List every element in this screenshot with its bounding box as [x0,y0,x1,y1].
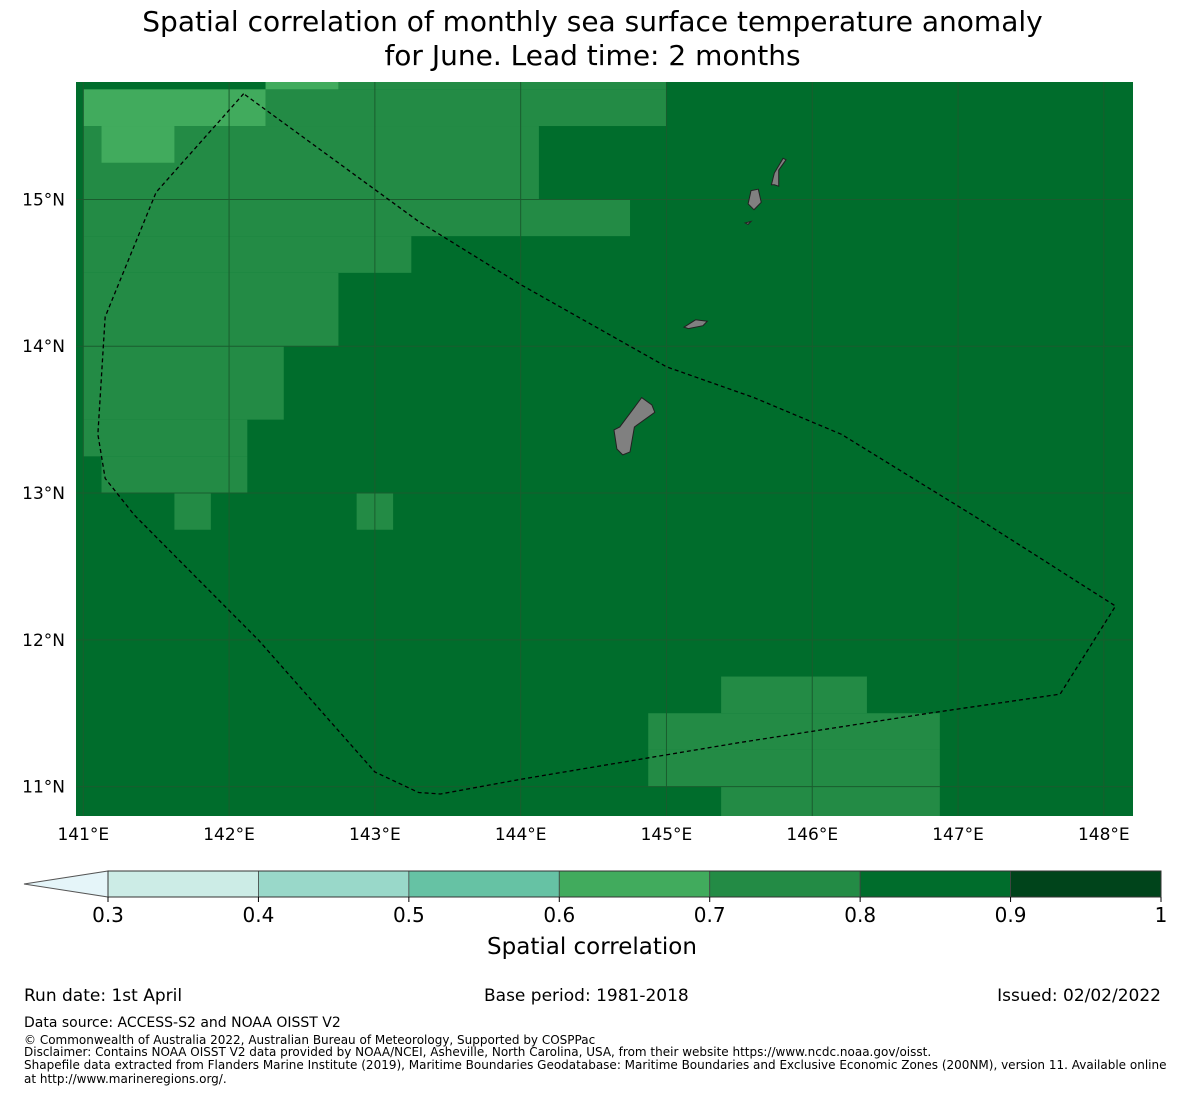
colorbar-segment [1010,870,1162,898]
colorbar-tick-label: 0.3 [92,903,124,927]
correlation-cell-0.7-0.8 [648,749,940,787]
issued-date: Issued: 02/02/2022 [997,986,1161,1006]
colorbar-frame [107,870,1162,898]
colorbar-tick-label: 0.6 [543,903,575,927]
colorbar-tick-label: 0.5 [393,903,425,927]
correlation-cell-0.7-0.8 [83,199,631,237]
eez-boundary [97,93,1117,795]
island-saipan [770,157,787,187]
colorbar-segment [408,870,560,898]
correlation-cell-0.7-0.8 [338,82,667,90]
island-rota [682,319,709,330]
disclaimer: Disclaimer: Contains NOAA OISST V2 data … [24,1045,932,1059]
correlation-cell-0.6-0.7 [265,82,339,90]
colorbar-segment [258,870,410,898]
island-aguijan [743,220,753,226]
colorbar-extend-arrow [23,870,109,898]
colorbar-tick-label: 1 [1155,903,1168,927]
colorbar-tick-label: 0.9 [995,903,1027,927]
correlation-cell-0.7-0.8 [83,236,412,273]
correlation-cell-0.7-0.8 [265,89,667,127]
lat-label: 12°N [22,631,65,651]
colorbar: 0.3 0.4 0.5 0.6 0.7 0.8 0.9 1 Spatial correlati… [23,870,1168,960]
correlation-map: 141°E 142°E 143°E 144°E 145°E 146°E 147°E 148°E… [22,82,1133,845]
colorbar-segment [558,870,711,898]
correlation-cell-0.7-0.8 [721,676,867,714]
shapefile-credit-2: at http://www.marineregions.org/. [24,1072,227,1086]
title-line-1: Spatial correlation of monthly sea surfa… [142,5,1043,38]
colorbar-segment [859,870,1011,898]
lat-label: 11°N [22,778,65,798]
lon-label: 147°E [932,825,984,845]
lon-label: 141°E [57,825,109,845]
colorbar-tick-label: 0.8 [844,903,876,927]
base-period: Base period: 1981-2018 [484,986,689,1006]
correlation-cell-0.6-0.7 [83,89,266,127]
lon-label: 143°E [349,825,401,845]
correlation-cell-0.7-0.8 [83,419,248,457]
island-guam [613,396,656,456]
lat-label: 13°N [22,484,65,504]
lat-label: 14°N [22,337,65,357]
colorbar-tick-label: 0.4 [243,903,275,927]
colorbar-label: Spatial correlation [487,934,697,960]
colorbar-segment [709,870,861,898]
correlation-cell-0.7-0.8 [83,272,339,347]
lon-label: 142°E [203,825,255,845]
island-tinian [747,188,762,211]
correlation-cell-0.6-0.7 [101,126,175,163]
correlation-cell-0.7-0.8 [721,786,940,816]
correlation-cell-0.7-0.8 [101,456,248,494]
colorbar-tick-label: 0.7 [694,903,726,927]
shapefile-credit-1: Shapefile data extracted from Flanders M… [24,1058,1167,1072]
run-date: Run date: 1st April [24,986,183,1006]
correlation-cell-0.7-0.8 [83,346,284,420]
lon-label: 144°E [495,825,547,845]
copyright: © Commonwealth of Australia 2022, Austra… [24,1033,596,1047]
title-line-2: for June. Lead time: 2 months [384,39,801,72]
data-source: Data source: ACCESS-S2 and NOAA OISST V2 [24,1015,341,1031]
lat-label: 15°N [22,190,65,210]
lon-label: 146°E [786,825,838,845]
lon-label: 145°E [641,825,693,845]
colorbar-segment [107,870,259,898]
correlation-cell-0.7-0.8 [174,493,211,530]
lon-label: 148°E [1078,825,1130,845]
